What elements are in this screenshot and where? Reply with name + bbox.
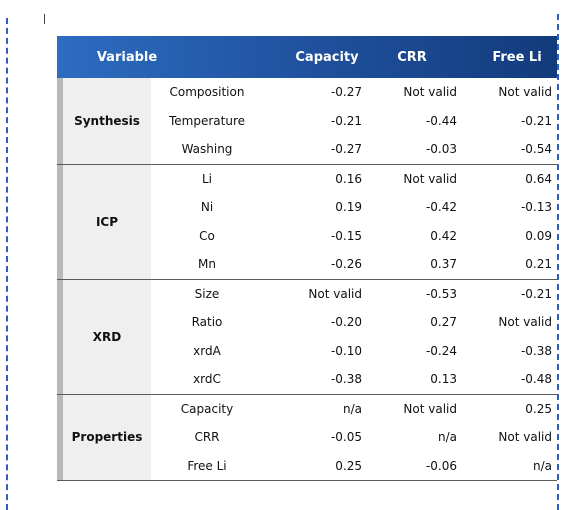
cell-free-li: -0.13: [520, 200, 552, 215]
cell-capacity: 0.25: [335, 458, 362, 473]
frame-right-border: [557, 14, 559, 510]
cell-crr: Not valid: [403, 85, 457, 100]
cell-free-li: Not valid: [498, 315, 552, 330]
cell-free-li: -0.38: [520, 343, 552, 358]
table-row: xrdC -0.38 0.13 -0.48: [57, 365, 557, 394]
cell-free-li: 0.21: [525, 257, 552, 272]
cell-capacity: -0.26: [330, 257, 362, 272]
row-group: XRD Size Not valid -0.53 -0.21 Ratio -0.20 0.27…: [57, 279, 557, 395]
cell-crr: 0.27: [430, 315, 457, 330]
table-header: Variable Capacity CRR Free Li: [57, 36, 557, 78]
table-row: Capacity n/a Not valid 0.25: [57, 395, 557, 424]
table-row: Li 0.16 Not valid 0.64: [57, 165, 557, 194]
row-group: Synthesis Composition -0.27 Not valid Not va…: [57, 78, 557, 165]
cell-variable: Free Li: [187, 458, 227, 473]
frame-left-border: [6, 18, 8, 510]
cell-variable: Li: [201, 171, 213, 186]
cell-capacity: n/a: [342, 401, 362, 416]
table-row: Ni 0.19 -0.42 -0.13: [57, 193, 557, 222]
cell-capacity: 0.16: [335, 171, 362, 186]
cell-variable: Ratio: [191, 315, 223, 330]
table-row: Temperature -0.21 -0.44 -0.21: [57, 107, 557, 136]
table-row: Co -0.15 0.42 0.09: [57, 222, 557, 251]
cell-crr: -0.03: [425, 142, 457, 157]
cell-capacity: -0.38: [330, 372, 362, 387]
cell-free-li: Not valid: [498, 430, 552, 445]
cell-free-li: -0.21: [520, 286, 552, 301]
table-row: Mn -0.26 0.37 0.21: [57, 250, 557, 279]
group-label: Synthesis: [57, 78, 151, 164]
cell-variable: Ni: [200, 200, 214, 215]
cell-capacity: 0.19: [335, 200, 362, 215]
table-row: Washing -0.27 -0.03 -0.54: [57, 135, 557, 164]
cursor-mark: [44, 14, 45, 24]
cell-crr: Not valid: [403, 171, 457, 186]
cell-variable: Mn: [198, 257, 216, 272]
cell-variable: Size: [194, 286, 220, 301]
header-variable: Variable: [96, 49, 158, 65]
cell-variable: Temperature: [168, 113, 245, 128]
cell-capacity: -0.10: [330, 343, 362, 358]
cell-crr: Not valid: [403, 401, 457, 416]
cell-free-li: Not valid: [498, 85, 552, 100]
cell-free-li: 0.09: [525, 228, 552, 243]
group-label: Properties: [57, 394, 151, 480]
cell-variable: Co: [199, 228, 215, 243]
table-row: CRR -0.05 n/a Not valid: [57, 423, 557, 452]
group-label: XRD: [57, 279, 151, 394]
cell-capacity: -0.15: [330, 228, 362, 243]
cell-variable: Capacity: [180, 401, 234, 416]
cell-capacity: Not valid: [308, 286, 362, 301]
cell-variable: CRR: [194, 430, 220, 445]
cell-capacity: -0.05: [330, 430, 362, 445]
cell-free-li: -0.54: [520, 142, 552, 157]
table-row: Ratio -0.20 0.27 Not valid: [57, 308, 557, 337]
cell-capacity: -0.20: [330, 315, 362, 330]
header-capacity: Capacity: [295, 49, 359, 65]
correlation-table: Variable Capacity CRR Free Li Synthesis C…: [57, 36, 557, 481]
cell-crr: -0.44: [425, 113, 457, 128]
cell-free-li: -0.48: [520, 372, 552, 387]
cell-variable: Washing: [181, 142, 233, 157]
table-body: Synthesis Composition -0.27 Not valid Not va…: [57, 78, 557, 481]
cell-crr: 0.13: [430, 372, 457, 387]
cell-crr: n/a: [437, 430, 457, 445]
header-crr: CRR: [397, 49, 427, 65]
cell-capacity: -0.27: [330, 142, 362, 157]
cell-free-li: 0.25: [525, 401, 552, 416]
group-label: ICP: [57, 164, 151, 279]
cell-capacity: -0.21: [330, 113, 362, 128]
table-row: Free Li 0.25 -0.06 n/a: [57, 452, 557, 481]
cell-crr: 0.37: [430, 257, 457, 272]
table-row: Composition -0.27 Not valid Not valid: [57, 78, 557, 107]
cell-crr: -0.42: [425, 200, 457, 215]
cell-crr: 0.42: [430, 228, 457, 243]
header-free-li: Free Li: [492, 49, 542, 65]
cell-variable: Composition: [169, 85, 245, 100]
cell-variable: xrdA: [193, 343, 221, 358]
cell-crr: -0.53: [425, 286, 457, 301]
cell-free-li: -0.21: [520, 113, 552, 128]
row-group: ICP Li 0.16 Not valid 0.64 Ni 0.19 -0.42 -0.13 Co…: [57, 164, 557, 280]
cell-crr: -0.06: [425, 458, 457, 473]
cell-free-li: 0.64: [525, 171, 552, 186]
table-row: Size Not valid -0.53 -0.21: [57, 280, 557, 309]
row-group: Properties Capacity n/a Not valid 0.25 CRR -0.…: [57, 394, 557, 481]
table-row: xrdA -0.10 -0.24 -0.38: [57, 337, 557, 366]
cell-capacity: -0.27: [330, 85, 362, 100]
cell-free-li: n/a: [532, 458, 552, 473]
cell-variable: xrdC: [193, 372, 221, 387]
cell-crr: -0.24: [425, 343, 457, 358]
